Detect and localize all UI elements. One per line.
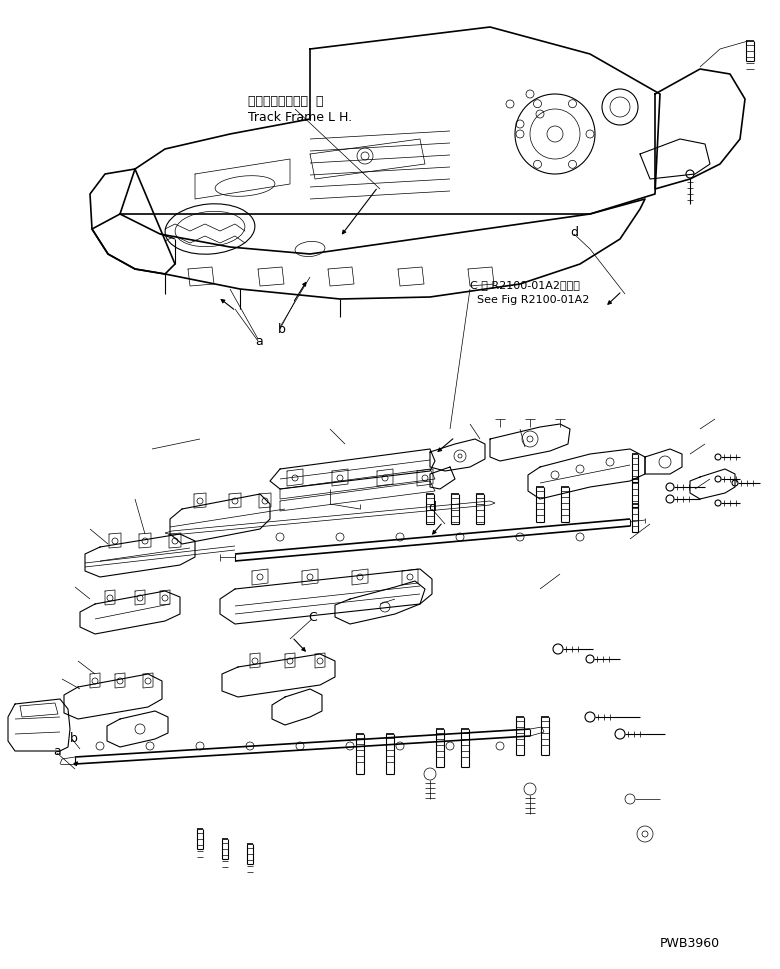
Text: b: b: [278, 324, 286, 336]
Text: See Fig R2100-01A2: See Fig R2100-01A2: [470, 295, 590, 304]
Text: PWB3960: PWB3960: [660, 936, 720, 949]
Text: Track Frame L H.: Track Frame L H.: [248, 110, 352, 124]
Text: d: d: [428, 501, 436, 514]
Text: d: d: [570, 225, 578, 238]
Text: a: a: [255, 335, 263, 348]
Text: b: b: [70, 732, 78, 745]
Text: a: a: [53, 745, 61, 758]
Text: トラックフレーム  左: トラックフレーム 左: [248, 95, 324, 108]
Text: C: C: [308, 610, 317, 624]
Text: C 第 R2100-01A2図参照: C 第 R2100-01A2図参照: [470, 280, 580, 290]
